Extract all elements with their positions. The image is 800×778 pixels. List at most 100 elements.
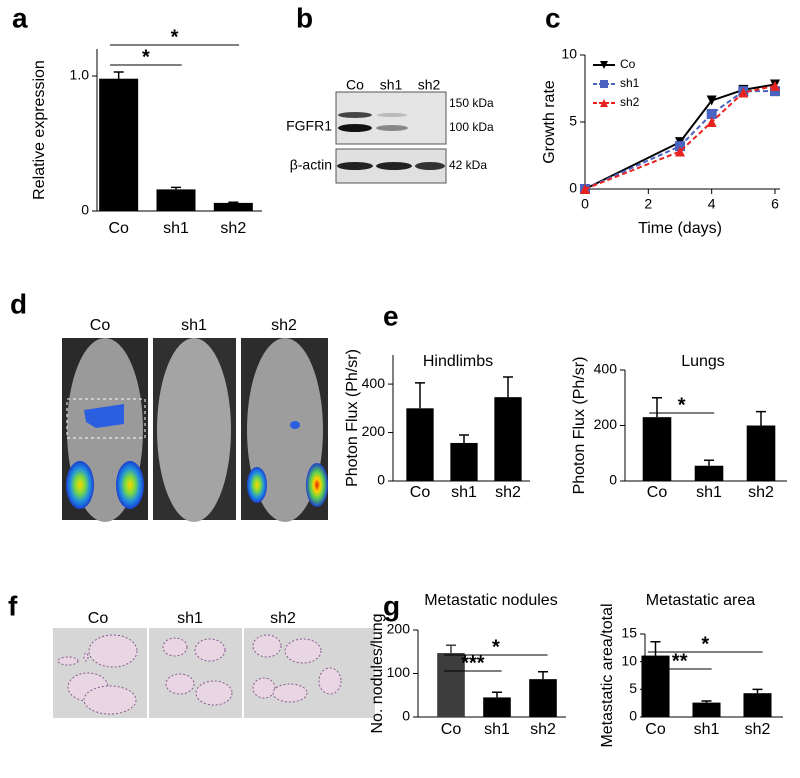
y-tick-label: 100 [387, 664, 411, 680]
bar [529, 679, 557, 717]
y-axis-label: No. nodules/lung [369, 613, 386, 733]
legend-label: Co [620, 57, 636, 71]
y-tick-label: 0 [377, 472, 385, 488]
y-tick-label: 200 [594, 416, 618, 432]
x-tick-label: sh2 [220, 220, 246, 237]
marker [706, 108, 717, 119]
marker [738, 87, 749, 98]
x-tick-label: Co [647, 484, 668, 501]
significance-label: * [701, 633, 709, 655]
legend-label: sh2 [620, 95, 640, 109]
chart-title: Metastatic area [646, 592, 755, 609]
x-tick-label: sh2 [748, 484, 774, 501]
size-marker: 150 kDa [449, 96, 494, 110]
panel-letter: a [12, 2, 28, 33]
error-bar [752, 688, 763, 694]
legend-marker [600, 61, 608, 69]
bar [437, 653, 465, 717]
bar [406, 408, 434, 481]
panel-letter: c [545, 2, 561, 33]
x-tick-label: sh2 [530, 721, 556, 738]
error-bar [756, 410, 766, 426]
error-bar [415, 382, 425, 409]
error-bar [652, 397, 662, 418]
blot-row-label: FGFR1 [286, 118, 332, 134]
marker [675, 146, 685, 157]
significance-label: *** [461, 652, 485, 674]
bar [99, 78, 139, 211]
panel-letter: b [296, 2, 313, 33]
error-bar [503, 376, 513, 398]
y-tick-label: 1.0 [70, 67, 90, 83]
y-tick-label: 10 [621, 652, 637, 668]
error-bar [459, 434, 469, 443]
y-tick-label: 400 [594, 361, 618, 377]
bar [483, 697, 511, 717]
x-tick-label: Co [441, 721, 462, 738]
x-tick-label: sh2 [495, 484, 521, 501]
legend-label: sh1 [620, 76, 640, 90]
legend-marker [600, 99, 608, 107]
error-bar [701, 700, 712, 703]
bar [746, 425, 776, 481]
y-tick-label: 200 [387, 621, 411, 637]
bar [494, 397, 522, 481]
error-bar [171, 186, 181, 190]
image-label: sh1 [177, 610, 203, 627]
chart-title: Hindlimbs [423, 353, 493, 370]
x-tick-label: 0 [581, 196, 589, 212]
lane-label: sh1 [380, 77, 403, 93]
bar [694, 465, 724, 481]
x-tick-label: 4 [708, 196, 716, 212]
x-tick-label: sh1 [484, 721, 510, 738]
x-tick-label: sh1 [451, 484, 477, 501]
x-tick-label: sh1 [696, 484, 722, 501]
size-marker: 100 kDa [449, 120, 494, 134]
panel-letter: d [10, 288, 27, 319]
panel-letter: f [8, 590, 18, 621]
y-tick-label: 5 [629, 680, 637, 696]
y-tick-label: 0 [402, 708, 410, 724]
error-bar [704, 459, 714, 466]
x-tick-label: Co [645, 721, 666, 738]
error-bar [113, 71, 124, 79]
bar [641, 655, 670, 717]
x-tick-label: sh1 [163, 220, 189, 237]
y-axis-label: Photon Flux (Ph/sr) [344, 349, 361, 487]
error-bar [228, 201, 239, 203]
bar [213, 202, 253, 211]
y-axis-label: Relative expression [31, 60, 48, 200]
error-bar [538, 671, 548, 680]
y-tick-label: 15 [621, 625, 637, 641]
bar [642, 417, 672, 481]
bar [450, 442, 478, 481]
western-blot [335, 91, 447, 184]
imaging-photos [62, 338, 328, 522]
y-axis-label: Photon Flux (Ph/sr) [571, 357, 588, 495]
bar [156, 189, 196, 211]
bar [692, 702, 721, 717]
bar [743, 693, 772, 717]
significance-label: * [678, 394, 686, 416]
image-label: sh2 [271, 317, 297, 334]
lane-label: sh2 [418, 77, 441, 93]
error-bar [650, 640, 661, 656]
lane-label: Co [346, 77, 364, 93]
significance-label: * [142, 46, 150, 68]
x-tick-label: sh1 [694, 721, 720, 738]
image-label: sh2 [270, 610, 296, 627]
histology-images [53, 628, 375, 718]
significance-label: * [171, 26, 179, 48]
y-tick-label: 0 [81, 202, 89, 218]
x-axis-label: Time (days) [638, 220, 722, 237]
marker [706, 117, 717, 127]
significance-label: ** [672, 650, 688, 672]
error-bar [446, 644, 456, 654]
line [584, 83, 776, 190]
y-tick-label: 200 [362, 423, 386, 439]
y-tick-label: 0 [629, 708, 637, 724]
y-tick-label: 5 [569, 113, 577, 129]
legend-marker [600, 80, 608, 88]
x-tick-label: 6 [771, 196, 779, 212]
